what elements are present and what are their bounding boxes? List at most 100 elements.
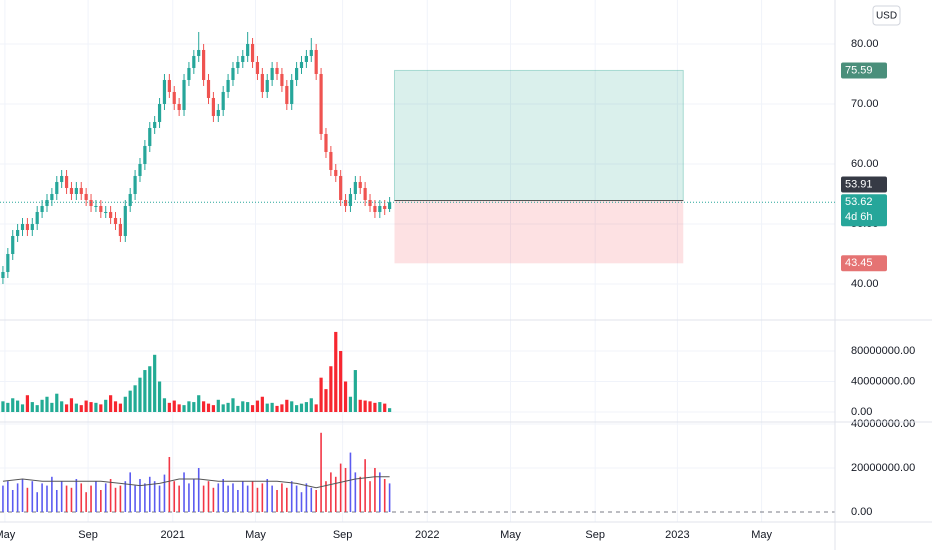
indicator-bar [320, 432, 322, 512]
candle-body [128, 193, 132, 206]
indicator-bar [310, 487, 313, 512]
indicator-bar [188, 483, 190, 512]
volume-bar [329, 366, 333, 412]
volume-bar [167, 402, 171, 412]
volume-bar [162, 398, 167, 412]
indicator-bar [388, 483, 391, 512]
currency-label[interactable]: USD [876, 11, 897, 22]
indicator-bar [90, 485, 92, 512]
volume-bar [172, 400, 176, 412]
indicator-bar [104, 483, 107, 512]
price-tag-label: 53.62 [845, 196, 873, 208]
indicator-bar [60, 481, 63, 512]
candle-body [157, 103, 162, 122]
indicator-bar [251, 481, 254, 512]
indicator-bar [334, 476, 337, 512]
indicator-bar [383, 478, 386, 512]
x-tick-label: May [245, 529, 266, 541]
volume-bar [177, 404, 181, 412]
volume-bar [324, 389, 328, 412]
volume-bar [295, 405, 299, 412]
indicator-bar [202, 485, 205, 512]
y-tick-label: 20000000.00 [851, 462, 915, 474]
volume-bar [383, 403, 387, 412]
candle-body [94, 205, 98, 207]
volume-bar [373, 402, 377, 412]
indicator-bar [266, 478, 269, 512]
indicator-bar [55, 489, 58, 512]
volume-bar [153, 354, 157, 412]
volume-bar [226, 402, 230, 412]
indicator-bar [232, 483, 234, 512]
volume-bar [40, 399, 44, 412]
candle-body [30, 223, 34, 230]
volume-bar [241, 401, 245, 412]
indicator-bar [349, 452, 352, 512]
indicator-bar [95, 481, 97, 512]
volume-bar [79, 405, 83, 412]
volume-bar [128, 390, 132, 412]
volume-bar [35, 405, 39, 412]
volume-bar [363, 400, 367, 412]
indicator-bar [139, 478, 141, 512]
indicator-bar [153, 481, 156, 512]
candle-body [16, 229, 20, 236]
candle-body [162, 79, 167, 104]
indicator-bar [100, 489, 102, 512]
indicator-bar [124, 481, 127, 512]
indicator-bar [85, 492, 87, 512]
indicator-bar [21, 478, 24, 512]
volume-bar [138, 377, 142, 412]
volume-bar [202, 401, 206, 412]
candle-body [182, 79, 186, 110]
candle-body [109, 211, 113, 218]
candle-body [69, 187, 74, 194]
candle-body [143, 145, 147, 164]
price-tag-label: 53.91 [845, 178, 873, 190]
volume-bar [314, 404, 318, 412]
indicator-bar [286, 487, 288, 512]
volume-bar [275, 405, 279, 412]
candle-body [211, 97, 215, 116]
indicator-bar [354, 472, 357, 512]
volume-bar [260, 396, 264, 412]
indicator-bar [51, 476, 53, 512]
indicator-bar [281, 483, 283, 512]
y-tick-label: 80000000.00 [851, 345, 915, 357]
candle-body [285, 85, 289, 104]
volume-bar [1, 401, 5, 412]
volume-bar [123, 396, 127, 412]
candle-body [25, 223, 30, 230]
volume-bar [216, 399, 220, 412]
stop-zone [394, 200, 684, 264]
indicator-bar [158, 485, 161, 512]
volume-bar [148, 366, 152, 412]
indicator-bar [237, 489, 239, 512]
price-tag [841, 176, 887, 193]
candle-body [255, 61, 260, 74]
x-tick-label: Sep [585, 529, 605, 541]
indicator-bar [46, 485, 48, 512]
volume-bar [187, 401, 191, 412]
candle-body [383, 205, 387, 209]
indicator-bar [65, 485, 68, 512]
candle-body [35, 211, 39, 224]
indicator-bar [364, 459, 366, 512]
candle-body [1, 271, 5, 278]
indicator-bar [315, 489, 317, 512]
indicator-bar [129, 472, 131, 512]
currency-button[interactable] [872, 5, 901, 26]
volume-bar [133, 385, 137, 412]
candle-body [118, 223, 123, 236]
indicator-bar [271, 485, 273, 512]
price-tag-label: 43.45 [845, 257, 873, 269]
indicator-bar [148, 476, 151, 512]
price-tag [841, 255, 887, 272]
indicator-bar [31, 481, 34, 512]
candle-body [64, 175, 69, 188]
x-tick-label: May [751, 529, 772, 541]
y-tick-label: 0.00 [851, 406, 872, 418]
candle-body [368, 199, 372, 206]
candle-body [388, 202, 392, 209]
candle-body [55, 181, 59, 194]
